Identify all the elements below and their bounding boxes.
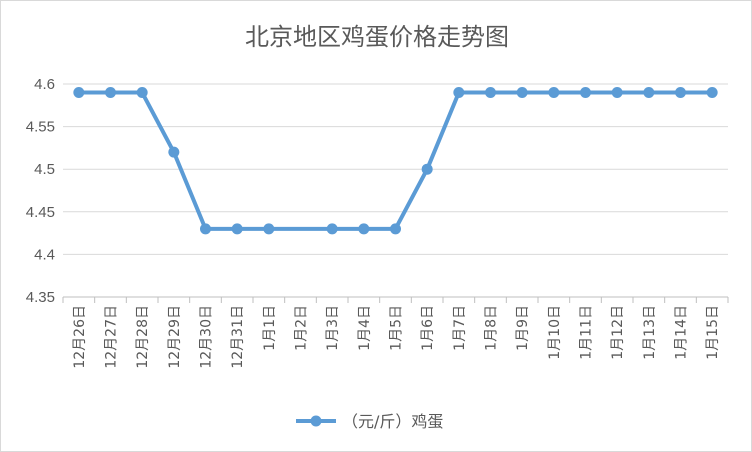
- gridlines: [63, 83, 728, 255]
- chart-title: 北京地区鸡蛋价格走势图: [245, 23, 509, 51]
- data-point: [136, 87, 148, 99]
- x-tick-label: 1月10日: [547, 305, 563, 360]
- x-tick-label: 1月4日: [357, 305, 373, 351]
- x-tick-label: 1月15日: [705, 305, 721, 360]
- x-tick-label: 1月9日: [515, 305, 531, 351]
- data-point: [168, 146, 180, 158]
- x-tick-label: 1月3日: [325, 305, 341, 351]
- x-tick-label: 1月13日: [642, 305, 658, 360]
- data-point: [390, 223, 401, 235]
- y-tick-label: 4.6: [34, 76, 55, 93]
- data-point: [453, 87, 465, 99]
- data-point: [675, 87, 686, 99]
- y-tick-label: 4.55: [26, 119, 55, 136]
- data-point: [611, 87, 623, 99]
- x-tick-label: 1月6日: [420, 305, 436, 351]
- x-tick-label: 1月7日: [452, 305, 468, 351]
- data-point: [73, 87, 85, 99]
- data-point: [263, 223, 275, 235]
- y-tick-label: 4.45: [26, 204, 55, 221]
- y-axis-tick-labels: 4.35 4.4 4.45 4.5 4.55 4.6: [26, 76, 55, 306]
- data-point: [231, 223, 243, 235]
- y-tick-label: 4.5: [34, 161, 55, 178]
- x-tick-label: 1月11日: [579, 305, 595, 360]
- data-point: [706, 87, 718, 99]
- x-tick-label: 12月29日: [167, 305, 183, 369]
- x-tick-label: 1月1日: [262, 305, 278, 351]
- x-tick-label: 1月12日: [610, 305, 626, 360]
- data-point: [421, 163, 433, 175]
- data-point: [643, 87, 655, 99]
- x-axis-tick-labels: 12月26日 12月27日 12月28日 12月29日 12月30日 12月31日 1月1日…: [72, 305, 721, 369]
- legend-label: （元/斤）鸡蛋: [342, 412, 443, 431]
- x-tick-label: 12月26日: [72, 305, 88, 369]
- y-tick-label: 4.35: [26, 289, 55, 306]
- series-egg-price: [73, 87, 718, 235]
- legend-marker-swatch: [310, 415, 322, 427]
- data-point: [105, 87, 116, 99]
- data-point: [358, 223, 370, 235]
- y-tick-label: 4.4: [34, 246, 55, 263]
- legend: （元/斤）鸡蛋: [296, 412, 443, 431]
- series-line: [78, 90, 713, 231]
- data-point: [200, 223, 211, 235]
- data-point: [326, 223, 338, 235]
- x-tick-label: 12月30日: [199, 305, 215, 369]
- axes: [62, 296, 729, 303]
- data-point: [580, 87, 591, 99]
- x-tick-label: 12月28日: [135, 305, 151, 369]
- x-tick-label: 1月2日: [294, 305, 310, 351]
- data-point: [485, 87, 496, 99]
- data-point: [548, 87, 560, 99]
- x-tick-label: 12月27日: [104, 305, 120, 369]
- x-tick-label: 12月31日: [230, 305, 246, 369]
- data-point: [516, 87, 528, 99]
- x-tick-label: 1月8日: [484, 305, 500, 351]
- x-tick-label: 1月14日: [674, 305, 690, 360]
- x-tick-label: 1月5日: [389, 305, 405, 351]
